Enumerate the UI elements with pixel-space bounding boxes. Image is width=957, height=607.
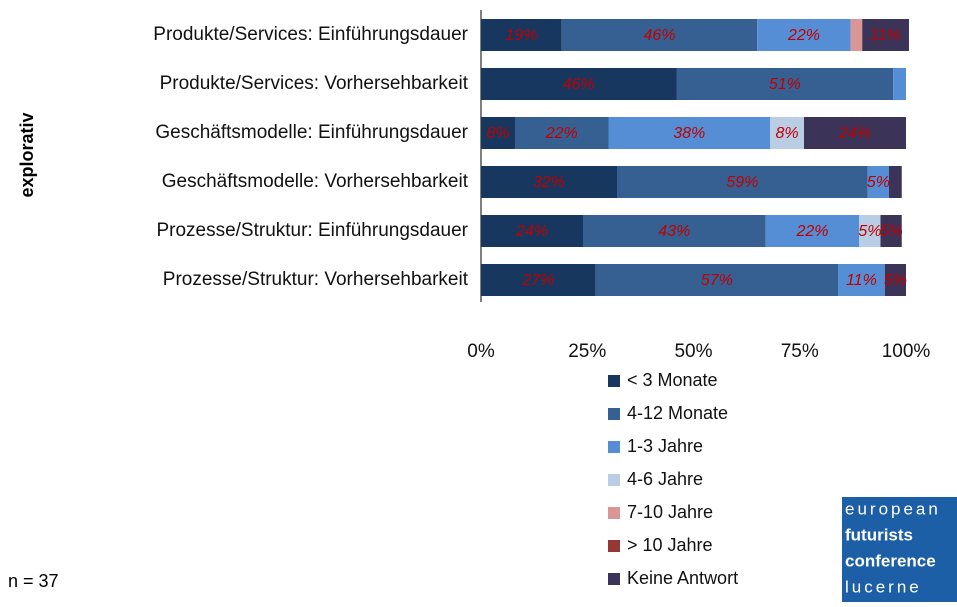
legend-label: < 3 Monate [627, 370, 718, 390]
category-label: Geschäftsmodelle: Einführungsdauer [155, 122, 468, 143]
bar-segment [481, 215, 583, 247]
bar-segment [867, 166, 889, 198]
bar-segment [859, 215, 881, 247]
bar-segment [893, 68, 906, 100]
data-label: 19% [505, 27, 537, 44]
category-label: Prozesse/Struktur: Einführungsdauer [156, 220, 468, 241]
legend-swatch [608, 507, 620, 519]
bar-segment [765, 215, 860, 247]
logo-text: european [845, 499, 941, 518]
legend-swatch [608, 474, 620, 486]
data-label: 46% [563, 76, 595, 93]
x-tick-label: 75% [781, 341, 819, 362]
data-label: 5% [880, 223, 903, 240]
bar-segment [481, 117, 515, 149]
legend-label: Keine Antwort [627, 568, 738, 588]
bar-segment [481, 264, 596, 296]
legend-swatch [608, 540, 620, 552]
category-label: Geschäftsmodelle: Vorhersehbarkeit [162, 171, 469, 192]
bar-segment [481, 166, 617, 198]
x-tick-label: 50% [674, 341, 712, 362]
category-label: Prozesse/Struktur: Vorhersehbarkeit [163, 269, 469, 290]
data-label: 43% [658, 223, 690, 240]
bar-segment [770, 117, 804, 149]
x-tick-label: 25% [568, 341, 606, 362]
bar-segment [608, 117, 770, 149]
legend-swatch [608, 441, 620, 453]
data-label: 5% [858, 223, 881, 240]
bar-segment [889, 166, 902, 198]
bar-segment [583, 215, 766, 247]
bar-segment [880, 215, 902, 247]
data-label: 22% [795, 223, 828, 240]
data-label: 11% [846, 272, 877, 289]
data-label: 38% [673, 125, 705, 142]
bar-segment [617, 166, 868, 198]
x-tick-label: 0% [467, 341, 495, 362]
legend-swatch [608, 408, 620, 420]
bar-segment [850, 19, 863, 51]
data-label: 51% [769, 76, 801, 93]
data-label: 46% [643, 27, 675, 44]
data-label: 57% [701, 272, 733, 289]
logo-text: futurists [845, 525, 913, 544]
bar-segment [561, 19, 758, 51]
data-label: 22% [787, 27, 820, 44]
legend-swatch [608, 573, 620, 585]
data-label: 11% [870, 27, 901, 44]
bar-segment [804, 117, 906, 149]
category-label: Produkte/Services: Vorhersehbarkeit [160, 73, 469, 94]
logo-box [842, 497, 957, 602]
logo-text: conference [845, 551, 936, 570]
legend-label: > 10 Jahre [627, 535, 713, 555]
bar-segment [595, 264, 838, 296]
data-label: 8% [486, 125, 509, 142]
legend-label: 4-6 Jahre [627, 469, 703, 489]
bar-segment [481, 68, 677, 100]
bar-segment [481, 19, 562, 51]
category-label: Produkte/Services: Einführungsdauer [153, 24, 468, 45]
bar-segment [515, 117, 609, 149]
bar-segment [862, 19, 909, 51]
data-label: 24% [838, 125, 871, 142]
data-label: 32% [533, 174, 565, 191]
data-label: 27% [521, 272, 554, 289]
logo-text: lucerne [845, 577, 922, 596]
data-label: 5% [884, 272, 907, 289]
data-label: 24% [515, 223, 548, 240]
legend-label: 4-12 Monate [627, 403, 728, 423]
data-label: 59% [726, 174, 758, 191]
data-label: 8% [775, 125, 798, 142]
bar-segment [676, 68, 894, 100]
bar-segment [884, 264, 906, 296]
bar-segment [757, 19, 851, 51]
note: n = 37 [8, 571, 59, 591]
legend-label: 1-3 Jahre [627, 436, 703, 456]
data-label: 22% [545, 125, 578, 142]
legend-swatch [608, 375, 620, 387]
x-tick-label: 100% [882, 341, 931, 362]
legend-label: 7-10 Jahre [627, 502, 713, 522]
data-label: 5% [867, 174, 890, 191]
y-axis-label: explorativ [17, 112, 37, 197]
bar-segment [838, 264, 885, 296]
